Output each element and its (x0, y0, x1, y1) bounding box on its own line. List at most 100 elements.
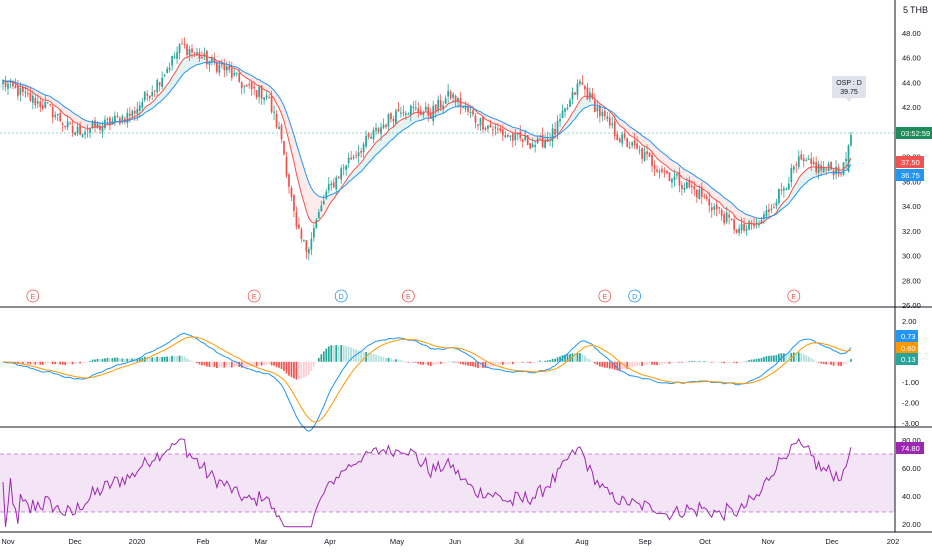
macd-histogram-bar (74, 362, 76, 364)
macd-histogram-bar (514, 362, 516, 363)
macd-histogram-bar (813, 360, 815, 362)
time-tick-label: Apr (324, 537, 336, 546)
candle-body (27, 93, 29, 94)
candle-body (278, 127, 280, 129)
macd-histogram-bar (69, 362, 71, 364)
macd-histogram-bar (263, 362, 265, 365)
macd-histogram-bar (281, 362, 283, 369)
candle-body (781, 190, 783, 191)
candle-body (156, 80, 158, 92)
macd-histogram-bar (417, 362, 419, 364)
macd-histogram-bar (32, 362, 34, 364)
candle-body (400, 113, 402, 114)
ema-fill-segment (311, 188, 313, 223)
macd-histogram-bar (303, 362, 305, 378)
candle-body (504, 135, 506, 137)
candle-body (407, 114, 409, 115)
macd-tick-label: 2.00 (902, 317, 917, 326)
macd-histogram-bar (783, 353, 785, 361)
macd-histogram-bar (393, 360, 395, 362)
macd-histogram-bar (768, 356, 770, 362)
macd-histogram-bar (639, 362, 641, 366)
macd-histogram-bar (59, 362, 61, 365)
macd-histogram-bar (211, 362, 213, 367)
candle-body (845, 159, 847, 161)
candle-body (432, 106, 434, 121)
candle-body (825, 169, 827, 170)
candle-body (370, 137, 372, 139)
candle-body (82, 134, 84, 136)
candle-body (375, 128, 377, 131)
macd-histogram-bar (256, 362, 258, 367)
candle-body (405, 113, 407, 115)
rsi-pane[interactable] (0, 439, 895, 527)
rsi-tick-label: 40.00 (902, 492, 921, 501)
macd-histogram-bar (798, 352, 800, 361)
macd-histogram-bar (313, 362, 315, 367)
candle-body (669, 172, 671, 181)
candle-body (587, 87, 589, 99)
macd-histogram-bar (733, 362, 735, 363)
macd-histogram-bar (34, 362, 36, 365)
macd-histogram-bar (606, 362, 608, 368)
macd-histogram-bar (348, 346, 350, 361)
candle-body (659, 171, 661, 172)
candle-body (731, 219, 733, 220)
candle-body (482, 117, 484, 130)
candle-body (17, 85, 19, 96)
macd-histogram-bar (403, 361, 405, 362)
macd-badge-blue: 0.73 (896, 330, 918, 342)
candle-body (151, 92, 153, 96)
macd-histogram-bar (383, 357, 385, 362)
candle-body (485, 128, 487, 130)
candle-body (492, 129, 494, 130)
macd-histogram-bar (124, 359, 126, 362)
candle-body (554, 129, 556, 135)
macd-histogram-bar (398, 360, 400, 362)
macd-histogram-bar (442, 362, 444, 364)
macd-histogram-bar (691, 361, 693, 362)
macd-histogram-bar (845, 362, 847, 364)
candle-body (383, 125, 385, 128)
macd-histogram-bar (385, 358, 387, 362)
macd-histogram-bar (298, 362, 300, 380)
candle-body (788, 184, 790, 190)
macd-histogram-bar (320, 354, 322, 362)
candle-body (698, 190, 700, 200)
candle-body (639, 150, 641, 151)
candle-body (20, 88, 22, 95)
macd-histogram-bar (579, 353, 581, 362)
ema-fill-segment (185, 57, 187, 72)
candle-body (614, 121, 616, 136)
macd-histogram-bar (716, 362, 718, 363)
macd-histogram-bar (815, 362, 817, 363)
candle-body (721, 210, 723, 216)
rsi-tick-label: 60.00 (902, 464, 921, 473)
macd-histogram-bar (437, 362, 439, 364)
candle-body (509, 136, 511, 137)
candle-body (293, 195, 295, 211)
candle-body (636, 143, 638, 148)
candle-body (818, 164, 820, 173)
macd-histogram-bar (582, 354, 584, 362)
price-tick-label: 34.00 (902, 202, 921, 211)
macd-histogram-bar (308, 362, 310, 375)
macd-histogram-bar (758, 359, 760, 362)
macd-pane[interactable] (2, 333, 852, 431)
candle-body (427, 107, 429, 115)
candle-body (574, 92, 576, 95)
currency-label[interactable]: THB (910, 5, 928, 15)
macd-histogram-bar (460, 362, 462, 364)
candle-body (49, 104, 51, 105)
macd-tick-label: -2.00 (902, 399, 919, 408)
candle-body (310, 239, 312, 250)
macd-histogram-bar (552, 359, 554, 362)
candle-body (671, 179, 673, 182)
candle-body (288, 174, 290, 186)
macd-histogram-bar (164, 357, 166, 362)
macd-histogram-bar (838, 362, 840, 366)
